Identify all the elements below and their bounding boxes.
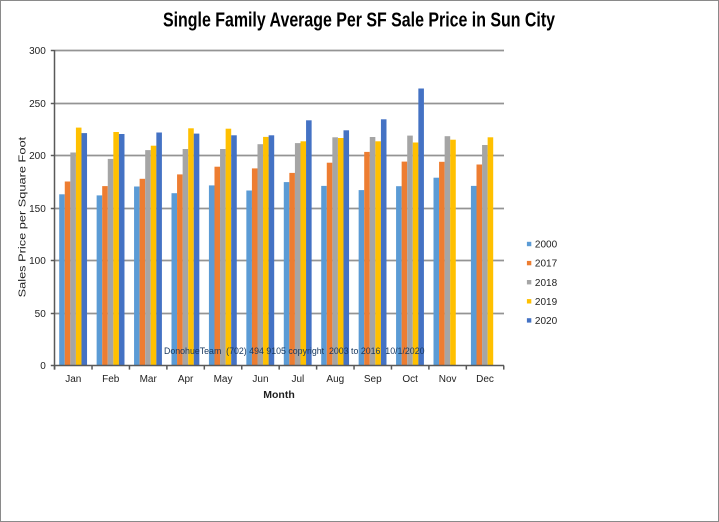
svg-text:150: 150: [29, 204, 46, 215]
svg-text:Sep: Sep: [364, 374, 382, 385]
svg-text:Month: Month: [263, 389, 295, 401]
svg-text:200: 200: [29, 151, 46, 162]
svg-text:Apr: Apr: [178, 374, 194, 385]
svg-text:2017: 2017: [535, 259, 558, 270]
svg-text:Jun: Jun: [252, 374, 268, 385]
svg-text:Aug: Aug: [326, 374, 344, 385]
svg-text:Single Family Average Per SF S: Single Family Average Per SF Sale Price …: [163, 9, 555, 32]
svg-text:2000: 2000: [535, 240, 558, 251]
svg-text:Feb: Feb: [102, 374, 120, 385]
svg-text:2020: 2020: [535, 316, 558, 327]
svg-text:Nov: Nov: [439, 374, 457, 385]
svg-text:2018: 2018: [535, 278, 558, 289]
svg-text:Jan: Jan: [65, 374, 81, 385]
svg-text:Oct: Oct: [402, 374, 418, 385]
svg-text:100: 100: [29, 256, 46, 267]
svg-text:0: 0: [40, 361, 46, 372]
svg-text:2019: 2019: [535, 297, 558, 308]
svg-text:50: 50: [35, 309, 47, 320]
svg-text:Sales Price per Square Foot: Sales Price per Square Foot: [17, 137, 28, 298]
svg-text:May: May: [214, 374, 233, 385]
svg-text:Dec: Dec: [476, 374, 494, 385]
svg-text:300: 300: [29, 46, 46, 57]
svg-text:250: 250: [29, 99, 46, 110]
svg-text:Mar: Mar: [140, 374, 158, 385]
svg-text:DonohueTeam (702) 494 9105 co: DonohueTeam (702) 494 9105 copyright 200…: [164, 345, 425, 356]
svg-text:Jul: Jul: [291, 374, 304, 385]
